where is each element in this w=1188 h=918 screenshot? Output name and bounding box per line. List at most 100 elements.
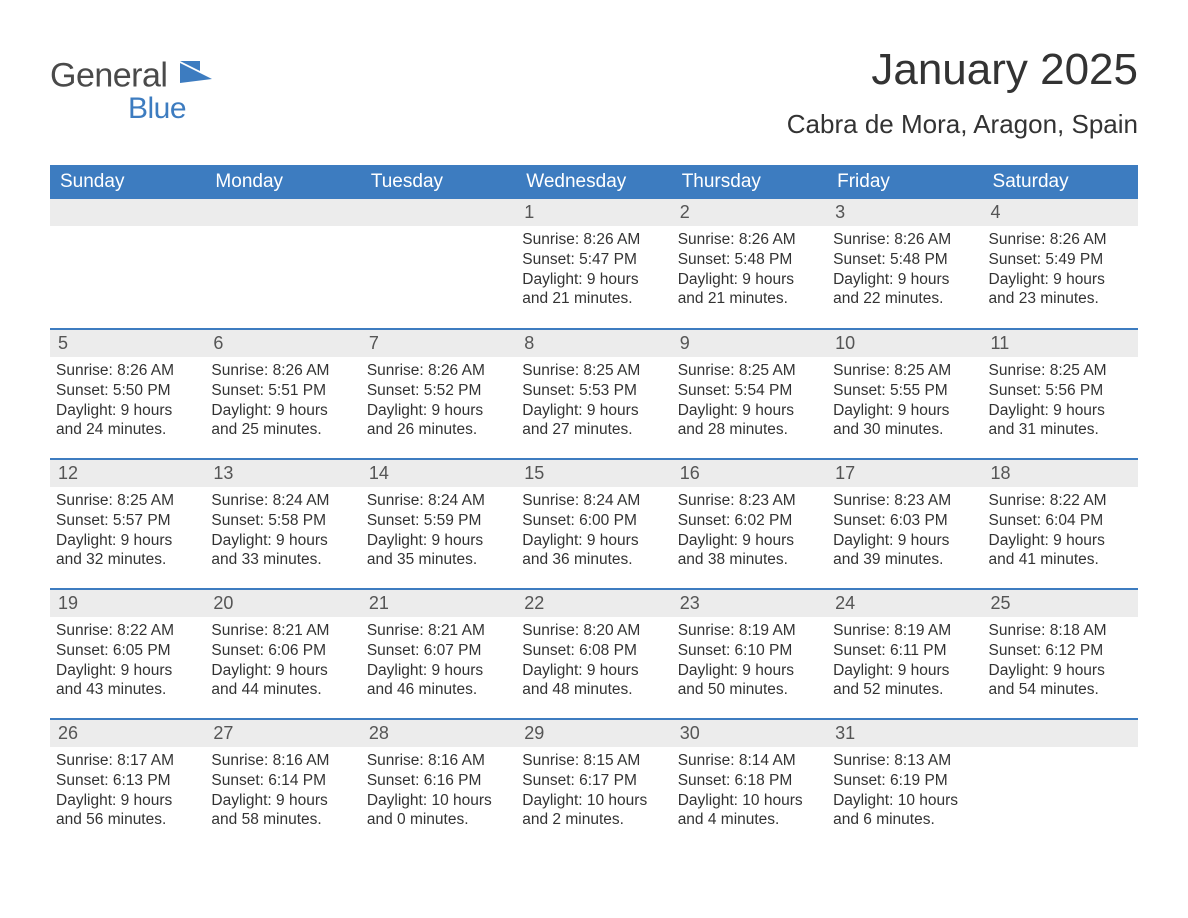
day-content: Sunrise: 8:26 AMSunset: 5:49 PMDaylight:… — [983, 226, 1138, 311]
day-line: and 56 minutes. — [56, 810, 199, 830]
day-number: 28 — [361, 720, 516, 747]
calendar-day: 13Sunrise: 8:24 AMSunset: 5:58 PMDayligh… — [205, 459, 360, 589]
day-line: Sunset: 5:48 PM — [678, 250, 821, 270]
day-line: Daylight: 9 hours — [56, 531, 199, 551]
day-line: Daylight: 9 hours — [522, 270, 665, 290]
day-line: Sunrise: 8:17 AM — [56, 751, 199, 771]
day-line: Sunset: 6:06 PM — [211, 641, 354, 661]
day-line: Sunrise: 8:22 AM — [56, 621, 199, 641]
calendar-day: 10Sunrise: 8:25 AMSunset: 5:55 PMDayligh… — [827, 329, 982, 459]
day-line: and 21 minutes. — [522, 289, 665, 309]
day-line: Sunrise: 8:26 AM — [211, 361, 354, 381]
day-number: 2 — [672, 199, 827, 226]
day-line: Daylight: 9 hours — [367, 531, 510, 551]
calendar-day: 27Sunrise: 8:16 AMSunset: 6:14 PMDayligh… — [205, 719, 360, 839]
day-line: Sunset: 5:54 PM — [678, 381, 821, 401]
calendar-day — [50, 199, 205, 329]
day-line: Sunrise: 8:16 AM — [367, 751, 510, 771]
day-line: and 39 minutes. — [833, 550, 976, 570]
day-line: Sunrise: 8:25 AM — [522, 361, 665, 381]
calendar-table: SundayMondayTuesdayWednesdayThursdayFrid… — [50, 165, 1138, 839]
calendar-day: 31Sunrise: 8:13 AMSunset: 6:19 PMDayligh… — [827, 719, 982, 839]
day-line: Sunrise: 8:26 AM — [678, 230, 821, 250]
day-content: Sunrise: 8:26 AMSunset: 5:47 PMDaylight:… — [516, 226, 671, 311]
day-line: Sunset: 6:14 PM — [211, 771, 354, 791]
day-line: and 2 minutes. — [522, 810, 665, 830]
day-line: and 4 minutes. — [678, 810, 821, 830]
day-content: Sunrise: 8:26 AMSunset: 5:51 PMDaylight:… — [205, 357, 360, 442]
day-line: Daylight: 9 hours — [678, 531, 821, 551]
day-number: 18 — [983, 460, 1138, 487]
weekday-header: Saturday — [983, 165, 1138, 199]
day-line: Daylight: 9 hours — [989, 401, 1132, 421]
day-line: Sunset: 5:59 PM — [367, 511, 510, 531]
calendar-week: 5Sunrise: 8:26 AMSunset: 5:50 PMDaylight… — [50, 329, 1138, 459]
day-content: Sunrise: 8:15 AMSunset: 6:17 PMDaylight:… — [516, 747, 671, 832]
day-number: 21 — [361, 590, 516, 617]
day-number: 1 — [516, 199, 671, 226]
day-number — [205, 199, 360, 226]
day-line: Sunset: 6:11 PM — [833, 641, 976, 661]
day-line: and 24 minutes. — [56, 420, 199, 440]
calendar-day — [983, 719, 1138, 839]
day-line: Daylight: 9 hours — [522, 401, 665, 421]
day-line: and 50 minutes. — [678, 680, 821, 700]
day-line: Sunrise: 8:22 AM — [989, 491, 1132, 511]
day-line: Daylight: 9 hours — [211, 791, 354, 811]
day-line: Daylight: 9 hours — [211, 661, 354, 681]
day-number: 25 — [983, 590, 1138, 617]
day-line: Daylight: 9 hours — [56, 661, 199, 681]
day-line: Sunset: 5:58 PM — [211, 511, 354, 531]
day-line: and 23 minutes. — [989, 289, 1132, 309]
day-line: Sunrise: 8:24 AM — [367, 491, 510, 511]
day-line: Sunrise: 8:15 AM — [522, 751, 665, 771]
calendar-day — [205, 199, 360, 329]
day-line: Sunrise: 8:20 AM — [522, 621, 665, 641]
day-number: 20 — [205, 590, 360, 617]
day-line: Sunrise: 8:26 AM — [833, 230, 976, 250]
day-content: Sunrise: 8:26 AMSunset: 5:50 PMDaylight:… — [50, 357, 205, 442]
day-line: Daylight: 9 hours — [211, 401, 354, 421]
day-number: 8 — [516, 330, 671, 357]
calendar-week: 19Sunrise: 8:22 AMSunset: 6:05 PMDayligh… — [50, 589, 1138, 719]
day-line: and 28 minutes. — [678, 420, 821, 440]
day-line: Sunset: 5:48 PM — [833, 250, 976, 270]
day-line: Sunrise: 8:25 AM — [833, 361, 976, 381]
day-content: Sunrise: 8:26 AMSunset: 5:52 PMDaylight:… — [361, 357, 516, 442]
day-line: and 0 minutes. — [367, 810, 510, 830]
weekday-header: Friday — [827, 165, 982, 199]
day-line: Sunset: 5:55 PM — [833, 381, 976, 401]
day-line: Daylight: 9 hours — [56, 401, 199, 421]
calendar-head: SundayMondayTuesdayWednesdayThursdayFrid… — [50, 165, 1138, 199]
day-line: Sunset: 6:13 PM — [56, 771, 199, 791]
day-content: Sunrise: 8:25 AMSunset: 5:57 PMDaylight:… — [50, 487, 205, 572]
day-line: and 33 minutes. — [211, 550, 354, 570]
day-line: Sunset: 6:08 PM — [522, 641, 665, 661]
weekday-header: Wednesday — [516, 165, 671, 199]
day-content: Sunrise: 8:14 AMSunset: 6:18 PMDaylight:… — [672, 747, 827, 832]
day-line: and 58 minutes. — [211, 810, 354, 830]
day-line: Sunset: 5:52 PM — [367, 381, 510, 401]
day-line: Sunrise: 8:19 AM — [833, 621, 976, 641]
day-number: 19 — [50, 590, 205, 617]
day-line: Daylight: 10 hours — [522, 791, 665, 811]
day-line: Daylight: 9 hours — [211, 531, 354, 551]
day-content: Sunrise: 8:22 AMSunset: 6:04 PMDaylight:… — [983, 487, 1138, 572]
day-content: Sunrise: 8:13 AMSunset: 6:19 PMDaylight:… — [827, 747, 982, 832]
day-line: Sunset: 6:17 PM — [522, 771, 665, 791]
day-number: 27 — [205, 720, 360, 747]
day-line: Sunset: 6:10 PM — [678, 641, 821, 661]
calendar-day: 28Sunrise: 8:16 AMSunset: 6:16 PMDayligh… — [361, 719, 516, 839]
day-line: Sunset: 5:51 PM — [211, 381, 354, 401]
day-number: 30 — [672, 720, 827, 747]
day-content: Sunrise: 8:26 AMSunset: 5:48 PMDaylight:… — [672, 226, 827, 311]
day-content: Sunrise: 8:24 AMSunset: 5:59 PMDaylight:… — [361, 487, 516, 572]
day-content: Sunrise: 8:16 AMSunset: 6:14 PMDaylight:… — [205, 747, 360, 832]
day-line: Sunrise: 8:16 AM — [211, 751, 354, 771]
day-line: Sunset: 5:47 PM — [522, 250, 665, 270]
calendar-day: 26Sunrise: 8:17 AMSunset: 6:13 PMDayligh… — [50, 719, 205, 839]
day-content: Sunrise: 8:26 AMSunset: 5:48 PMDaylight:… — [827, 226, 982, 311]
page-header: General Blue January 2025 Cabra de Mora,… — [50, 45, 1138, 155]
calendar-day: 12Sunrise: 8:25 AMSunset: 5:57 PMDayligh… — [50, 459, 205, 589]
day-content: Sunrise: 8:23 AMSunset: 6:03 PMDaylight:… — [827, 487, 982, 572]
